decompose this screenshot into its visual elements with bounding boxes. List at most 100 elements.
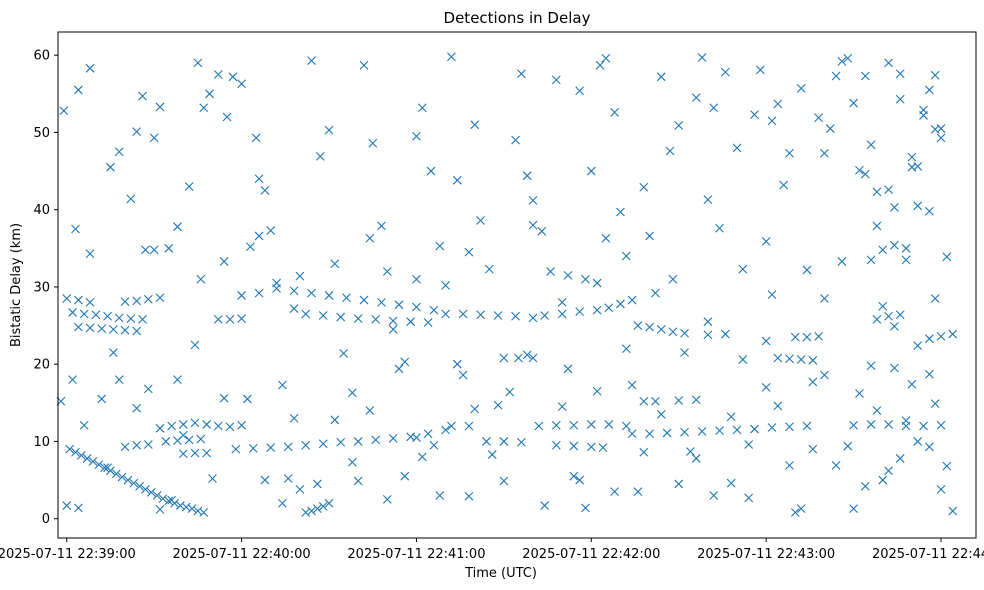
data-point (744, 440, 754, 449)
data-point (470, 404, 480, 414)
data-point (575, 475, 585, 485)
data-point (790, 332, 800, 342)
data-point (680, 348, 689, 357)
data-point (312, 504, 322, 514)
data-point (476, 310, 485, 320)
data-point (715, 223, 724, 233)
data-point (750, 110, 759, 120)
data-point (639, 396, 649, 406)
data-point (132, 296, 142, 306)
data-point (74, 503, 83, 513)
data-point (368, 138, 378, 148)
data-point (278, 498, 287, 508)
data-point (108, 325, 118, 334)
data-point (738, 355, 748, 364)
data-point (85, 297, 95, 307)
data-point (767, 423, 777, 432)
data-point (750, 424, 759, 434)
data-point (120, 297, 130, 306)
data-point (645, 429, 654, 439)
data-point (820, 370, 829, 380)
data-point (441, 425, 450, 435)
data-point (499, 437, 509, 446)
data-point (176, 501, 185, 510)
data-point (342, 293, 351, 303)
x-tick-label: 2025-07-11 22:43:00 (697, 547, 835, 562)
data-points (56, 52, 958, 517)
data-point (639, 447, 649, 457)
data-point (621, 344, 631, 354)
data-point (668, 327, 678, 337)
data-point (522, 171, 532, 181)
data-point (464, 247, 474, 257)
data-point (315, 151, 325, 161)
data-point (196, 434, 206, 444)
data-point (516, 437, 526, 447)
data-point (662, 428, 672, 438)
data-point (377, 297, 386, 307)
data-point (703, 195, 713, 205)
data-point (680, 427, 689, 437)
data-point (738, 264, 748, 274)
data-point (895, 310, 905, 320)
data-point (627, 295, 637, 305)
data-point (123, 475, 133, 485)
data-point (394, 300, 404, 310)
data-point (225, 314, 235, 324)
data-point (493, 311, 503, 320)
data-point (193, 506, 203, 516)
data-point (814, 113, 824, 123)
data-point (382, 494, 392, 504)
data-point (213, 421, 223, 431)
data-point (895, 454, 905, 463)
data-point (278, 380, 287, 390)
data-point (59, 106, 69, 116)
data-point (74, 322, 83, 332)
data-point (199, 508, 209, 517)
data-point (435, 241, 445, 251)
data-point (231, 444, 241, 454)
data-point (254, 174, 264, 184)
data-point (458, 370, 468, 380)
y-tick-label: 60 (33, 49, 50, 64)
data-point (219, 393, 229, 403)
data-point (225, 422, 235, 432)
data-point (266, 443, 276, 453)
data-point (930, 399, 940, 408)
data-point (371, 435, 381, 445)
data-point (181, 502, 191, 512)
data-point (773, 401, 783, 411)
data-point (773, 353, 783, 363)
data-point (849, 98, 858, 108)
data-point (318, 501, 328, 511)
data-point (423, 318, 433, 327)
data-point (464, 421, 474, 431)
data-point (359, 60, 369, 70)
data-point (948, 329, 958, 339)
data-point (138, 314, 147, 324)
data-point (674, 396, 684, 405)
data-point (178, 430, 188, 440)
data-point (187, 504, 197, 514)
data-point (884, 311, 893, 321)
data-point (79, 420, 89, 430)
y-tick-label: 30 (33, 280, 50, 295)
data-point (283, 474, 293, 483)
data-point (377, 221, 386, 231)
data-point (400, 471, 410, 481)
data-point (703, 330, 713, 340)
data-point (143, 384, 153, 394)
data-point (761, 336, 771, 346)
data-point (831, 71, 841, 81)
data-point (709, 491, 719, 500)
data-point (767, 290, 777, 300)
data-point (674, 121, 684, 130)
data-point (143, 440, 153, 449)
data-point (849, 504, 858, 514)
data-point (511, 135, 520, 145)
data-point (697, 53, 707, 62)
data-point (895, 69, 905, 79)
data-point (540, 311, 550, 320)
data-point (627, 380, 637, 390)
